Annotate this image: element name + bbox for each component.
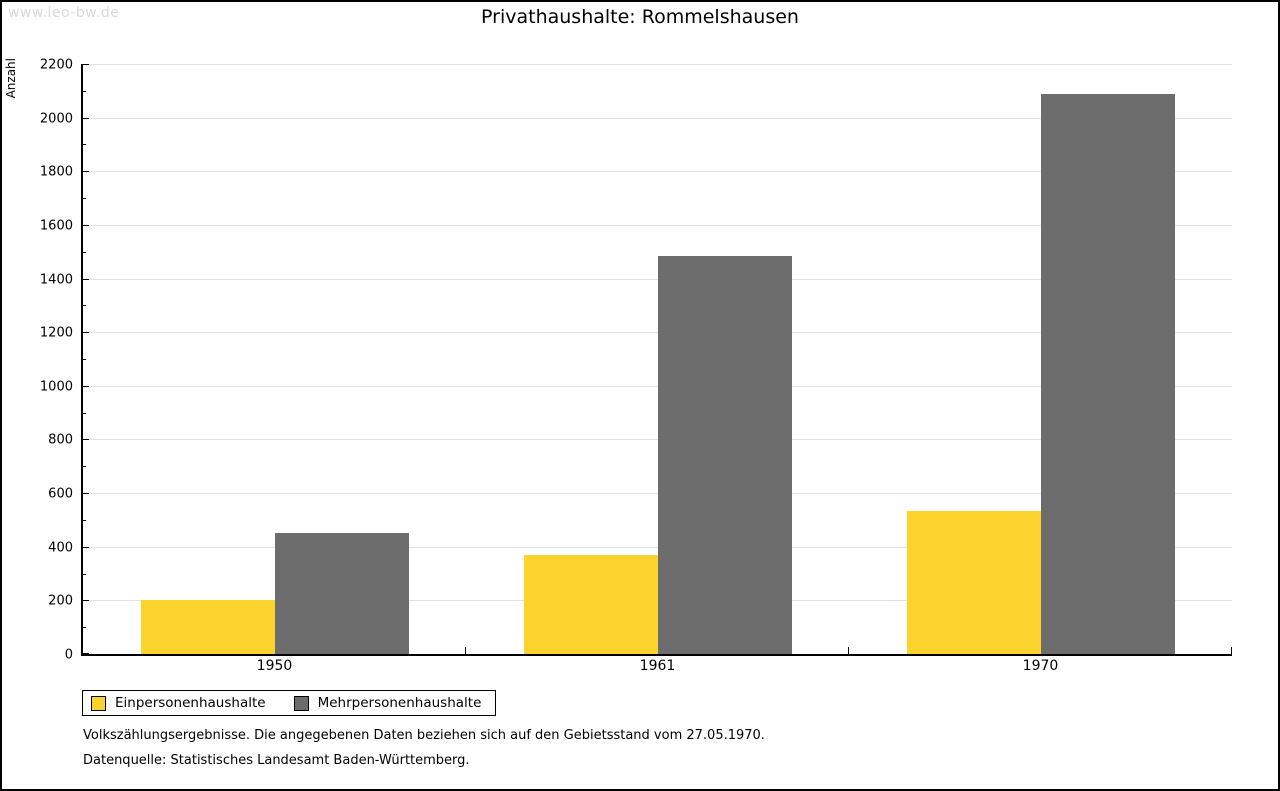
y-tick-mark — [83, 305, 86, 307]
legend: Einpersonenhaushalte Mehrpersonenhaushalt… — [82, 690, 497, 716]
footnote-data-source: Datenquelle: Statistisches Landesamt Bad… — [83, 753, 470, 768]
chart-title: Privathaushalte: Rommelshausen — [481, 6, 799, 28]
bar-mehrpersonenhaushalte-1950 — [274, 532, 409, 654]
y-tick-mark — [83, 653, 89, 654]
y-tick-mark — [83, 385, 89, 387]
y-tick-mark — [83, 466, 86, 468]
bar-group-1961 — [466, 64, 849, 654]
y-tick-mark — [83, 224, 89, 226]
y-tick-mark — [83, 278, 89, 280]
y-tick-label: 800 — [48, 432, 73, 448]
y-tick-mark — [83, 144, 86, 146]
y-axis-label: Anzahl — [4, 58, 18, 99]
y-tick-mark — [83, 412, 86, 414]
y-tick-mark — [83, 439, 89, 441]
x-tick-mark — [465, 647, 466, 654]
x-tick-mark — [1231, 647, 1232, 654]
y-tick-mark — [83, 251, 86, 253]
x-category-label: 1950 — [256, 658, 293, 674]
y-tick-mark — [83, 546, 89, 548]
y-tick-label: 1200 — [39, 325, 73, 341]
x-axis-labels: 1950 1961 1970 — [83, 658, 1232, 674]
legend-swatch-icon — [91, 695, 106, 711]
x-category-label: 1970 — [1022, 658, 1059, 674]
bars-layer — [83, 64, 1232, 654]
y-tick-mark — [83, 493, 89, 495]
y-tick-label: 1000 — [39, 379, 73, 395]
y-tick-label: 1400 — [39, 272, 73, 288]
gridline — [83, 171, 1232, 173]
y-tick-mark — [83, 332, 89, 334]
gridline — [83, 224, 1232, 226]
footnote-source-note: Volkszählungsergebnisse. Die angegebenen… — [83, 728, 765, 743]
y-tick-mark — [83, 600, 89, 602]
legend-item: Mehrpersonenhaushalte — [293, 695, 482, 711]
y-tick-mark — [83, 198, 86, 200]
y-tick-label: 200 — [48, 593, 73, 609]
legend-swatch-icon — [293, 695, 309, 711]
y-tick-label: 2000 — [39, 111, 73, 127]
gridline — [83, 64, 1232, 65]
x-tick-mark — [848, 647, 849, 654]
plot-area: 0 200 400 600 800 1000 1200 1400 1600 1800 2000 220… — [40, 58, 1232, 674]
bar-group-1950 — [83, 64, 466, 654]
bar-mehrpersonenhaushalte-1970 — [1040, 93, 1175, 654]
y-tick-mark — [83, 90, 86, 92]
y-tick-mark — [83, 64, 89, 65]
y-tick-mark — [83, 359, 86, 360]
y-tick-label: 400 — [48, 540, 73, 556]
bar-einpersonenhaushalte-1970 — [906, 510, 1041, 654]
legend-item: Einpersonenhaushalte — [91, 695, 266, 711]
watermark: www.leo-bw.de — [8, 5, 120, 21]
y-tick-mark — [83, 627, 86, 629]
gridline — [83, 117, 1232, 119]
x-category-label: 1961 — [639, 658, 676, 674]
y-tick-mark — [83, 171, 89, 173]
bar-einpersonenhaushalte-1961 — [523, 554, 658, 654]
y-tick-label: 2200 — [39, 57, 73, 73]
y-tick-mark — [83, 519, 86, 521]
y-tick-label: 1600 — [39, 218, 73, 234]
bar-mehrpersonenhaushalte-1961 — [657, 255, 792, 654]
y-tick-mark — [83, 117, 89, 119]
legend-item-label: Einpersonenhaushalte — [115, 695, 266, 711]
legend-item-label: Mehrpersonenhaushalte — [317, 695, 482, 711]
y-tick-label: 0 — [64, 647, 73, 663]
y-tick-label: 1800 — [39, 164, 73, 180]
y-tick-mark — [83, 573, 86, 575]
y-tick-label: 600 — [48, 486, 73, 502]
bar-group-1970 — [849, 64, 1232, 654]
bar-einpersonenhaushalte-1950 — [140, 600, 275, 654]
